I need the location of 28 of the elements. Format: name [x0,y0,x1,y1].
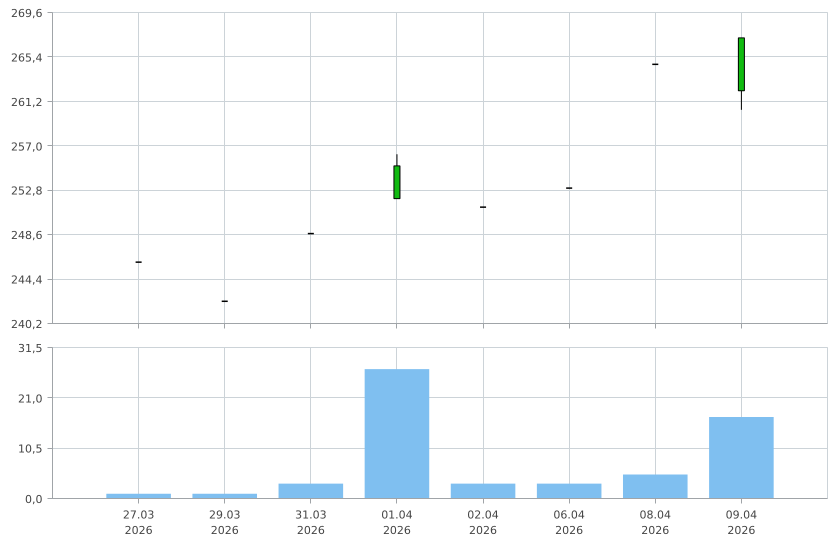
bar [450,484,516,498]
y-tick-label: 10,5 [18,442,43,456]
y-tick-label: 244,4 [11,274,43,287]
x-tick-label: 01.04 2026 [381,508,413,538]
bar [278,484,344,498]
y-tick-label: 240,2 [11,318,43,331]
y-tick-label: 0,0 [25,493,43,506]
x-tick-label: 02.04 2026 [467,508,499,538]
y-tick-label: 269,6 [11,7,43,20]
x-tick-label: 06.04 2026 [553,508,585,538]
bar [106,494,171,498]
x-tick-label: 31.03 2026 [295,508,327,538]
bar [364,369,430,498]
y-tick-label: 31,5 [18,342,43,355]
y-tick-label: 248,6 [11,229,43,242]
y-tick-label: 261,2 [11,96,43,109]
x-tick-label: 27.03 2026 [122,508,154,538]
y-tick-label: 21,0 [18,392,43,406]
bar [622,474,688,498]
x-tick-label: 08.04 2026 [640,508,672,538]
y-tick-label: 257,0 [11,140,43,154]
x-tick-label: 29.03 2026 [208,508,240,538]
bar [536,484,602,498]
bar [192,494,258,498]
y-tick-label: 252,8 [11,184,43,198]
bar [709,417,774,498]
x-tick-label: 09.04 2026 [726,508,758,538]
y-tick-label: 265,4 [11,51,43,64]
